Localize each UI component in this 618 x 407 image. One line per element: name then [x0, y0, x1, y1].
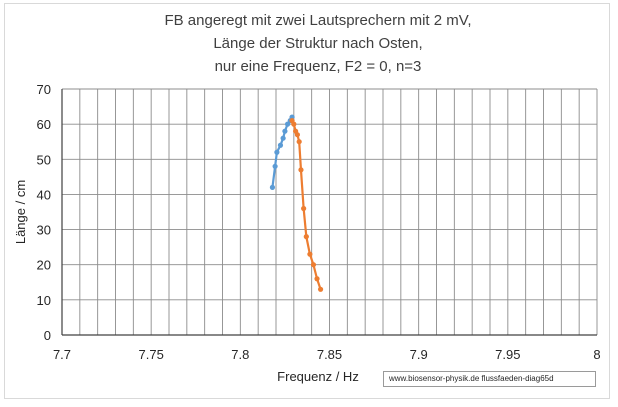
x-tick-label: 7.9 [410, 347, 428, 362]
data-point-series-1 [274, 149, 280, 155]
y-tick-label: 70 [37, 82, 51, 97]
x-axis-title: Frequenz / Hz [277, 369, 359, 384]
data-point-series-2 [291, 121, 297, 127]
chart-title-line-2: Länge der Struktur nach Osten, [213, 35, 422, 52]
data-point-series-1 [272, 163, 278, 169]
data-point-series-2 [298, 167, 304, 173]
y-tick-label: 0 [44, 328, 51, 343]
data-point-series-2 [310, 262, 317, 268]
y-tick-label: 50 [37, 152, 51, 167]
data-point-series-2 [314, 276, 320, 282]
data-point-series-1 [277, 142, 284, 148]
data-point-series-2 [296, 139, 302, 145]
data-point-series-1 [269, 184, 276, 190]
data-point-series-2 [303, 234, 309, 240]
data-point-series-1 [284, 121, 291, 127]
y-tick-label: 60 [37, 117, 51, 132]
data-point-series-1 [280, 135, 286, 141]
y-tick-label: 20 [37, 258, 51, 273]
data-point-series-2 [301, 205, 307, 212]
x-tick-label: 7.85 [317, 347, 342, 362]
tick-labels: 7.7 7.75 7.8 7.85 7.9 7.95 8 0 10 20 30 40 50 60 70 [37, 82, 601, 362]
x-tick-label: 7.8 [231, 347, 249, 362]
y-tick-label: 10 [37, 293, 51, 308]
data-point-series-2 [317, 286, 324, 292]
series [269, 114, 324, 292]
series-line-2 [291, 120, 322, 290]
chart-frame [4, 3, 610, 399]
y-tick-label: 30 [37, 223, 51, 238]
chart-title: FB angeregt mit zwei Lautsprechern mit 2… [164, 12, 471, 75]
x-tick-label: 7.7 [53, 347, 71, 362]
y-tick-label: 40 [37, 187, 51, 202]
data-point-series-2 [294, 132, 300, 138]
chart-title-line-3: nur eine Frequenz, F2 = 0, n=3 [215, 58, 422, 75]
grid [62, 88, 598, 335]
y-axis-title: Länge / cm [13, 180, 28, 244]
x-tick-label: 7.95 [495, 347, 520, 362]
x-tick-label: 8 [593, 347, 600, 362]
data-point-series-2 [307, 251, 313, 257]
axes [61, 89, 597, 336]
credit-label: www.biosensor-physik.de flussfaeden-diag… [383, 371, 596, 387]
data-point-series-1 [282, 128, 288, 134]
x-tick-label: 7.75 [139, 347, 164, 362]
chart-title-line-1: FB angeregt mit zwei Lautsprechern mit 2… [164, 12, 471, 29]
